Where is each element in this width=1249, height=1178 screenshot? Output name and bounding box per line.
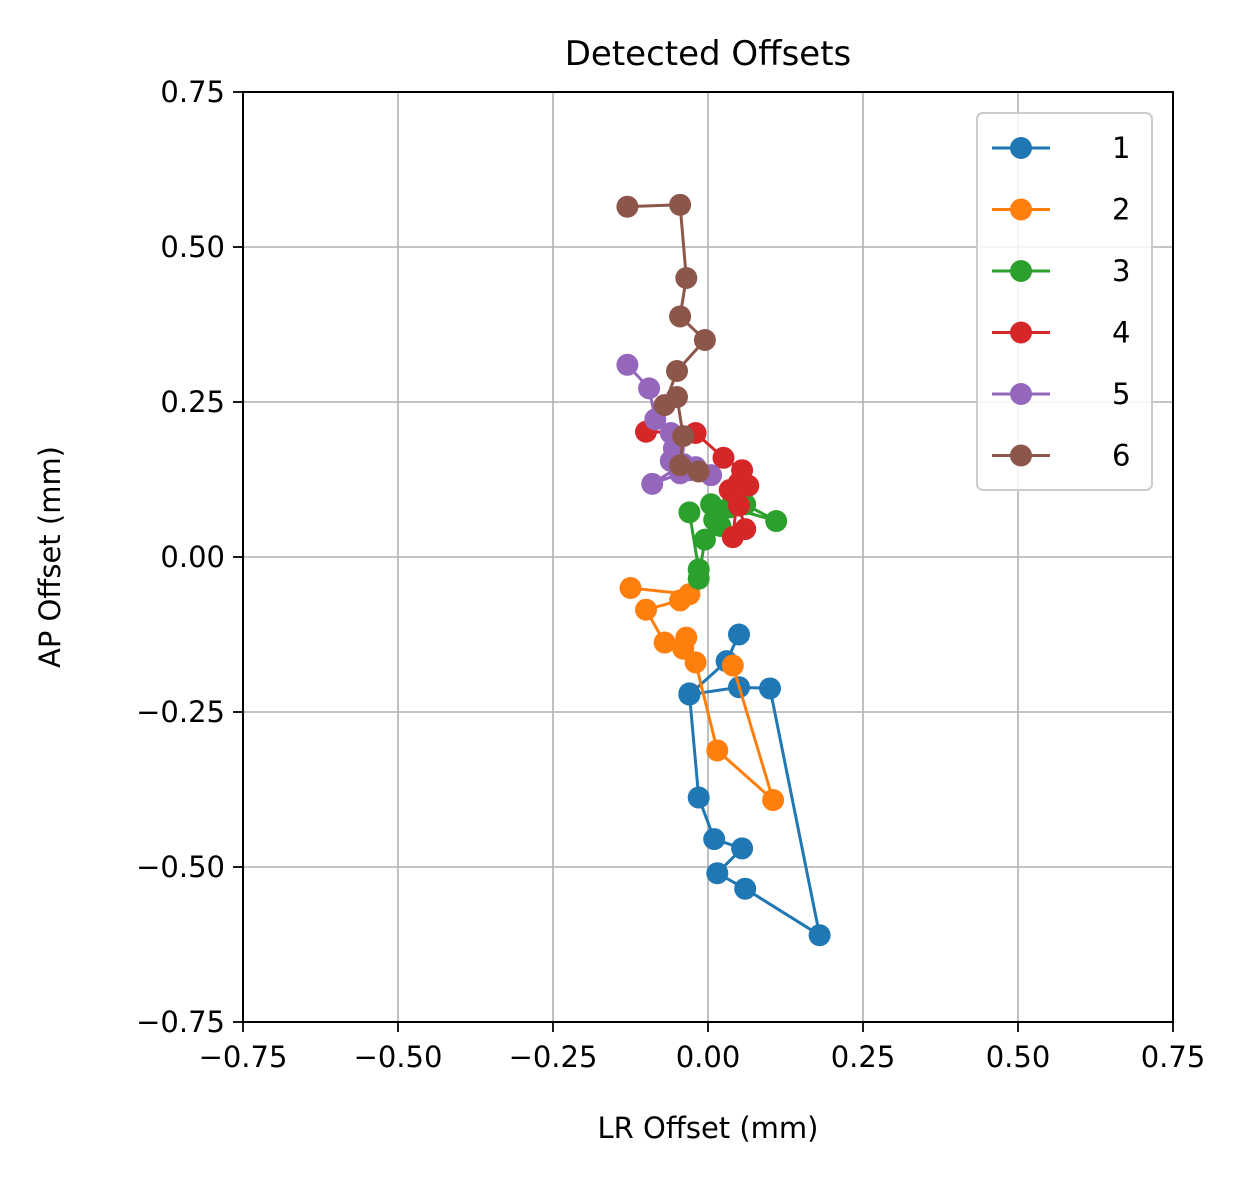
legend-box xyxy=(976,112,1153,491)
data-point xyxy=(703,828,726,851)
legend-item-6: 6 xyxy=(992,439,1130,473)
legend-marker xyxy=(1010,383,1032,405)
y-tick-label: 0.75 xyxy=(160,75,225,109)
x-axis-title: LR Offset (mm) xyxy=(598,1111,819,1145)
data-point xyxy=(653,631,676,654)
y-tick-label: −0.75 xyxy=(136,1005,225,1039)
legend-marker xyxy=(1010,321,1032,344)
data-point xyxy=(616,353,639,376)
data-point xyxy=(808,924,831,947)
data-point xyxy=(693,329,716,351)
chart-title: Detected Offsets xyxy=(565,34,852,74)
data-point xyxy=(687,567,710,590)
data-point xyxy=(731,837,754,860)
legend-marker xyxy=(1010,260,1032,282)
legend-marker xyxy=(1010,444,1032,467)
data-point xyxy=(728,623,750,646)
data-point xyxy=(669,193,692,216)
legend-label: 1 xyxy=(1112,131,1130,165)
data-point xyxy=(721,526,744,549)
data-point xyxy=(762,789,785,812)
series-2 xyxy=(619,577,785,812)
data-point xyxy=(765,510,788,533)
x-tick-label: 0.50 xyxy=(986,1040,1051,1074)
x-tick-label: −0.50 xyxy=(354,1040,443,1074)
y-tick-label: 0.50 xyxy=(160,230,225,264)
data-point xyxy=(734,877,757,900)
data-point xyxy=(706,739,729,762)
data-point xyxy=(721,480,744,503)
legend-item-4: 4 xyxy=(992,316,1130,350)
legend-label: 2 xyxy=(1112,193,1130,227)
x-tick-label: −0.25 xyxy=(509,1040,598,1074)
y-tick-label: −0.25 xyxy=(136,695,225,729)
legend-marker xyxy=(1010,137,1032,159)
data-point xyxy=(669,454,692,477)
x-tick-label: 0.25 xyxy=(831,1040,896,1074)
data-point xyxy=(687,460,710,483)
data-point xyxy=(616,195,639,218)
series-6 xyxy=(616,193,716,483)
data-point xyxy=(619,577,642,599)
legend-label: 5 xyxy=(1112,377,1130,411)
data-point xyxy=(678,501,701,524)
series-layer xyxy=(616,193,831,947)
y-tick-label: 0.00 xyxy=(160,540,225,574)
series-1 xyxy=(678,623,831,947)
x-tick-label: 0.75 xyxy=(1141,1040,1206,1074)
data-point xyxy=(635,598,657,621)
y-tick-label: −0.50 xyxy=(136,850,225,884)
x-tick-label: −0.75 xyxy=(199,1040,288,1074)
data-point xyxy=(675,267,698,289)
data-point xyxy=(669,589,692,612)
legend-item-1: 1 xyxy=(992,131,1130,165)
y-tick-label: 0.25 xyxy=(160,385,225,419)
data-point xyxy=(669,305,692,328)
legend-label: 4 xyxy=(1112,316,1130,350)
legend-label: 6 xyxy=(1112,439,1130,473)
data-point xyxy=(687,786,710,809)
x-tick-label: 0.00 xyxy=(676,1040,741,1074)
data-point xyxy=(759,677,781,700)
data-point xyxy=(693,528,716,551)
data-point xyxy=(700,493,723,516)
data-point xyxy=(666,360,688,382)
data-point xyxy=(706,862,729,885)
data-point xyxy=(672,425,695,448)
legend-marker xyxy=(1010,198,1032,221)
data-point xyxy=(684,651,707,674)
data-point xyxy=(678,682,701,705)
legend-item-3: 3 xyxy=(992,254,1130,288)
legend-item-2: 2 xyxy=(992,193,1130,227)
y-axis-title: AP Offset (mm) xyxy=(33,446,67,668)
data-point xyxy=(638,377,661,400)
data-point xyxy=(712,446,735,469)
legend: 1 2 3 4 5 6 xyxy=(976,112,1153,491)
data-point xyxy=(641,472,664,495)
legend-label: 3 xyxy=(1112,254,1130,288)
legend-item-5: 5 xyxy=(992,377,1130,411)
ticks: −0.75 −0.50 −0.25 0.00 0.25 0.50 0.75 −0.75 −0.5… xyxy=(136,75,1205,1074)
data-point xyxy=(721,654,744,677)
data-point xyxy=(666,386,688,409)
